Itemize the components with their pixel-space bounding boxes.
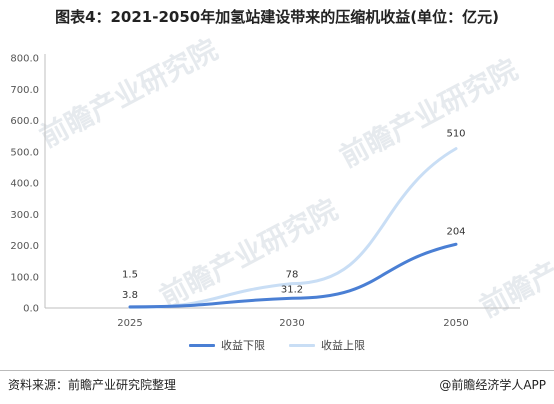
series-line-lower [128, 242, 458, 309]
source-note: 资料来源：前瞻产业研究院整理 [8, 378, 177, 392]
x-tick-label: 2030 [279, 318, 304, 329]
series-line-upper [128, 147, 458, 310]
footer-divider [0, 370, 554, 371]
y-tick-label: 0.0 [23, 304, 39, 315]
legend-item-upper: 收益上限 [289, 337, 365, 353]
data-label-lower: 31.2 [281, 284, 303, 295]
chart-title: 图表4：2021-2050年加氢站建设带来的压缩机收益(单位：亿元) [55, 8, 499, 26]
data-label-lower: 3.8 [122, 290, 138, 301]
x-tick-label: 2025 [117, 318, 142, 329]
chart-area: 前瞻产业研究院 前瞻产业研究院 前瞻产业研究院 前瞻产业研究院 0.0 100.0… [0, 32, 554, 368]
data-label-lower: 204 [446, 226, 465, 237]
y-tick-label: 600.0 [10, 116, 39, 127]
legend-item-lower: 收益下限 [189, 337, 265, 353]
y-tick-label: 400.0 [10, 179, 39, 190]
legend-label-lower: 收益下限 [221, 339, 265, 352]
y-tick-label: 100.0 [10, 272, 39, 283]
y-tick-label: 200.0 [10, 241, 39, 252]
line-chart: 0.0 100.0 200.0 300.0 400.0 500.0 600.0 700.0 80… [10, 54, 520, 329]
data-label-upper: 1.5 [122, 270, 138, 281]
data-label-upper: 510 [446, 129, 465, 140]
legend-label-upper: 收益上限 [321, 339, 365, 352]
chart-legend: 收益下限 收益上限 [0, 337, 554, 353]
legend-swatch-lower [189, 343, 215, 347]
y-tick-label: 800.0 [10, 54, 39, 65]
y-tick-label: 300.0 [10, 210, 39, 221]
y-tick-label: 500.0 [10, 147, 39, 158]
legend-swatch-upper [289, 343, 315, 347]
y-tick-label: 700.0 [10, 85, 39, 96]
credit-note: @前瞻经济学人APP [439, 378, 546, 392]
x-tick-label: 2050 [443, 318, 468, 329]
data-label-upper: 78 [286, 270, 299, 281]
